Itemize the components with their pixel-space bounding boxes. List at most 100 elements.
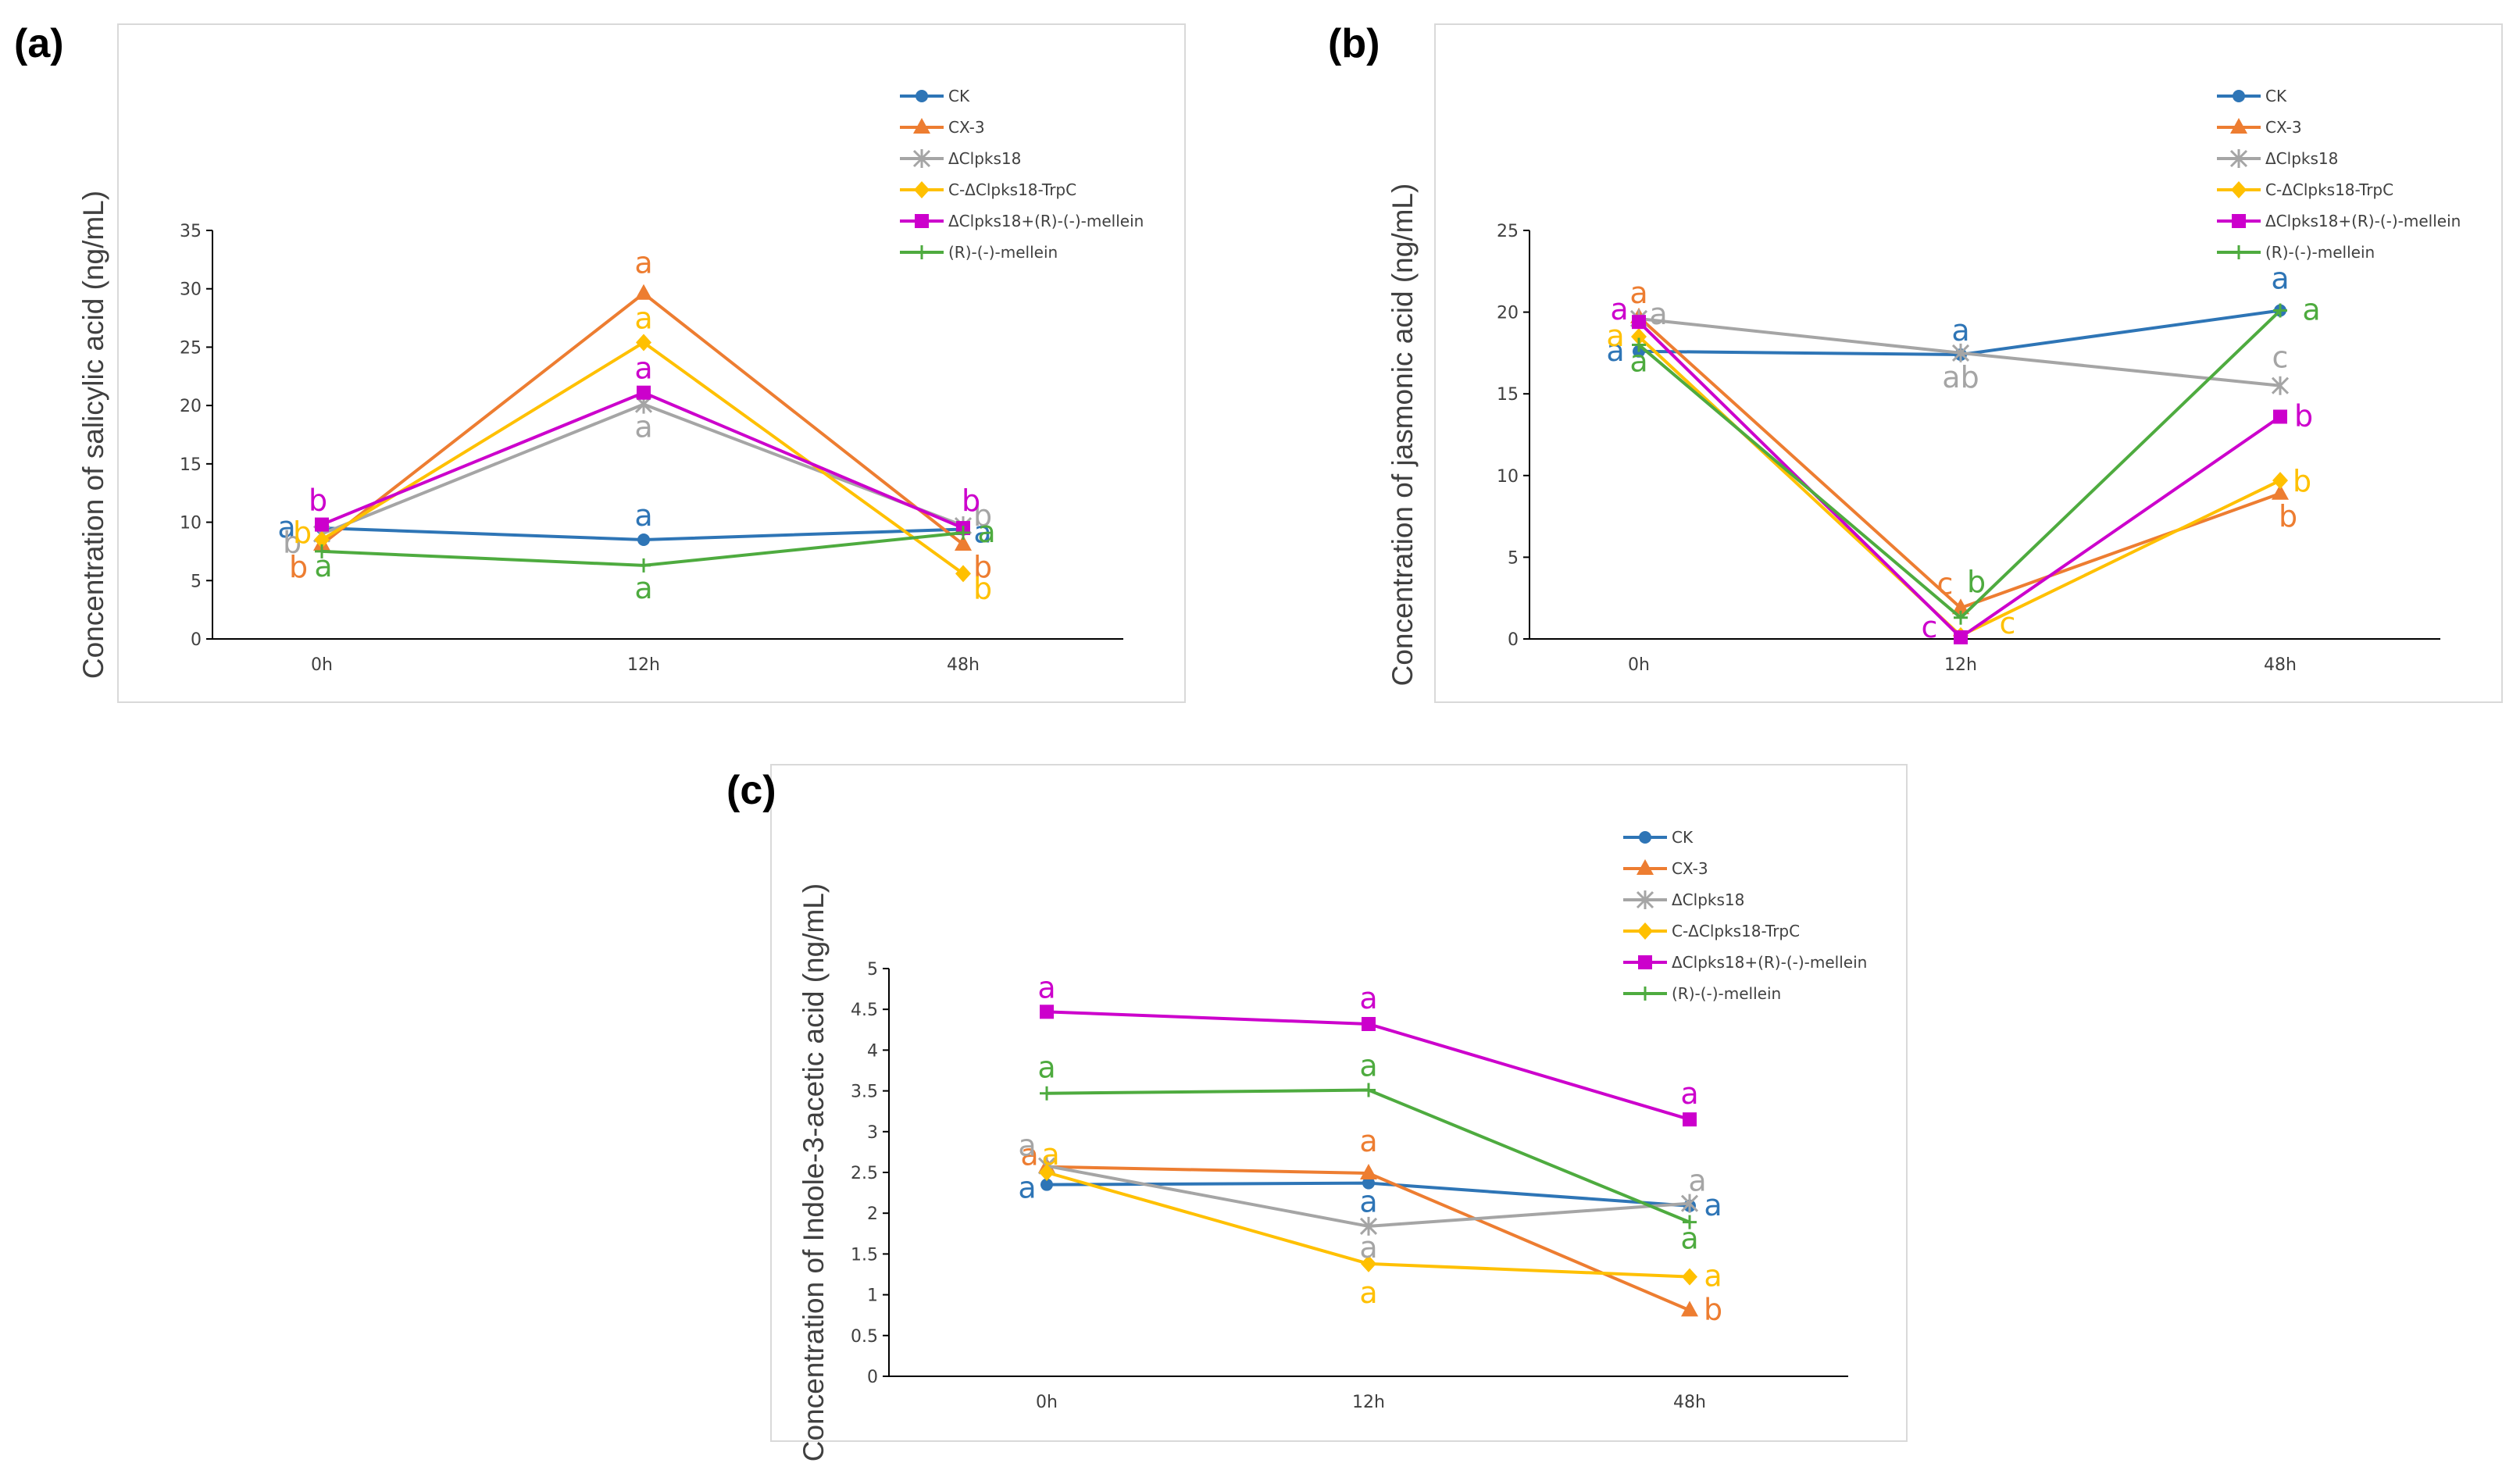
significance-label-b-2-1: ab bbox=[1942, 360, 1979, 394]
significance-label-a-1-0: b bbox=[289, 550, 308, 584]
panel-label-c: (c) bbox=[726, 768, 776, 813]
y-tick-label-a: 5 bbox=[191, 572, 202, 591]
legend-label-a-3: C-ΔClpks18-TrpC bbox=[948, 180, 1076, 199]
legend-label-b-4: ΔClpks18+(R)-(-)-mellein bbox=[2265, 212, 2461, 230]
data-point-c-3-1 bbox=[1361, 1254, 1376, 1272]
significance-label-a-4-1: a bbox=[634, 351, 652, 386]
data-point-b-3-2 bbox=[2272, 472, 2288, 490]
y-tick-label-b: 5 bbox=[1508, 548, 1519, 568]
significance-label-c-1-2: b bbox=[1704, 1292, 1722, 1326]
significance-label-a-0-2: a bbox=[973, 516, 991, 550]
significance-label-b-2-0: a bbox=[1649, 297, 1667, 331]
significance-label-a-2-1: a bbox=[634, 410, 652, 444]
x-tick-label-b: 0h bbox=[1628, 655, 1650, 675]
legend-label-c-5: (R)-(-)-mellein bbox=[1672, 984, 1781, 1003]
data-point-a-0-1 bbox=[637, 533, 650, 546]
y-tick-label-a: 0 bbox=[191, 630, 202, 650]
panel-a-frame bbox=[117, 23, 1186, 703]
legend-label-b-5: (R)-(-)-mellein bbox=[2265, 243, 2375, 262]
legend-marker-b-3 bbox=[2231, 181, 2247, 198]
legend-marker-c-4 bbox=[1638, 955, 1652, 969]
legend-label-b-1: CX-3 bbox=[2265, 118, 2302, 137]
significance-label-c-1-1: a bbox=[1359, 1124, 1377, 1158]
legend-marker-c-3 bbox=[1637, 922, 1653, 940]
data-point-c-4-1 bbox=[1362, 1016, 1376, 1031]
significance-label-b-4-1: c bbox=[1922, 610, 1938, 644]
data-point-b-5-0 bbox=[1632, 337, 1646, 352]
significance-label-a-0-0: a bbox=[277, 510, 295, 544]
significance-label-c-3-0: a bbox=[1041, 1137, 1059, 1172]
legend-label-c-0: CK bbox=[1672, 828, 1694, 847]
x-tick-label-a: 12h bbox=[627, 655, 660, 675]
panel-b-frame bbox=[1434, 23, 2503, 703]
significance-label-a-3-2: b bbox=[973, 571, 992, 605]
y-tick-label-a: 10 bbox=[180, 514, 202, 533]
significance-label-c-4-1: a bbox=[1359, 981, 1377, 1015]
x-tick-label-b: 48h bbox=[2264, 655, 2297, 675]
data-point-b-4-0 bbox=[1632, 315, 1646, 330]
significance-label-a-5-1: a bbox=[634, 571, 652, 605]
data-point-c-5-0 bbox=[1040, 1086, 1054, 1101]
x-tick-label-c: 12h bbox=[1352, 1393, 1385, 1412]
significance-label-b-5-0: a bbox=[1629, 344, 1647, 378]
data-point-a-1-1 bbox=[635, 284, 652, 300]
significance-label-c-3-1: a bbox=[1359, 1276, 1377, 1310]
significance-label-a-1-1: a bbox=[634, 246, 652, 280]
data-point-c-2-1 bbox=[1359, 1216, 1378, 1236]
significance-label-c-4-2: a bbox=[1680, 1076, 1698, 1111]
legend-label-a-2: ΔClpks18 bbox=[948, 149, 1021, 168]
y-tick-label-c: 3.5 bbox=[851, 1083, 878, 1102]
legend-marker-c-2 bbox=[1636, 890, 1654, 909]
data-point-b-5-2 bbox=[2273, 303, 2287, 318]
x-tick-label-a: 48h bbox=[947, 655, 980, 675]
y-axis-label-a: Concentration of salicylic acid (ng/mL) bbox=[77, 191, 109, 679]
legend-label-a-0: CK bbox=[948, 87, 970, 105]
significance-label-c-5-0: a bbox=[1037, 1051, 1055, 1085]
y-tick-label-c: 2.5 bbox=[851, 1164, 878, 1183]
significance-label-c-0-0: a bbox=[1018, 1171, 1036, 1205]
y-axis-label-c: Concentration of Indole-3-acetic acid (n… bbox=[798, 883, 830, 1461]
data-point-c-0-0 bbox=[1040, 1178, 1053, 1191]
data-point-b-4-2 bbox=[2273, 409, 2287, 424]
significance-label-c-2-2: a bbox=[1688, 1164, 1706, 1198]
data-point-a-3-2 bbox=[955, 565, 971, 583]
legend-marker-b-1 bbox=[2230, 118, 2247, 134]
panel-label-b: (b) bbox=[1328, 21, 1380, 66]
significance-label-a-2-2: b bbox=[973, 498, 992, 533]
y-tick-label-b: 15 bbox=[1497, 385, 1519, 405]
data-point-a-1-2 bbox=[955, 534, 972, 551]
significance-label-b-1-2: b bbox=[2279, 499, 2297, 533]
significance-label-c-5-1: a bbox=[1359, 1049, 1377, 1083]
significance-label-a-3-1: a bbox=[634, 301, 652, 335]
significance-label-b-3-0: a bbox=[1606, 319, 1624, 353]
legend-marker-a-5 bbox=[915, 245, 929, 259]
y-tick-label-c: 0 bbox=[867, 1368, 878, 1387]
significance-label-b-3-1: c bbox=[2000, 606, 2016, 641]
data-point-c-4-2 bbox=[1683, 1112, 1697, 1127]
significance-label-b-0-2: a bbox=[2271, 262, 2289, 296]
data-point-a-5-1 bbox=[637, 558, 651, 573]
significance-label-b-5-2: a bbox=[2302, 293, 2320, 327]
y-tick-label-c: 4.5 bbox=[851, 1001, 878, 1020]
y-tick-label-a: 35 bbox=[180, 222, 202, 241]
significance-label-b-2-2: c bbox=[2272, 341, 2289, 375]
significance-label-a-3-0: b bbox=[293, 516, 312, 550]
y-tick-label-b: 25 bbox=[1497, 222, 1519, 241]
y-tick-label-a: 15 bbox=[180, 455, 202, 475]
significance-label-b-4-2: b bbox=[2294, 398, 2313, 433]
data-point-a-5-2 bbox=[956, 526, 970, 541]
data-point-b-3-0 bbox=[1631, 327, 1647, 345]
panel-label-a: (a) bbox=[14, 21, 64, 66]
data-point-c-5-1 bbox=[1362, 1083, 1376, 1097]
y-tick-label-b: 20 bbox=[1497, 304, 1519, 323]
legend-marker-a-0 bbox=[916, 90, 928, 102]
legend-marker-c-0 bbox=[1639, 831, 1651, 844]
significance-label-a-4-2: b bbox=[962, 484, 980, 518]
significance-label-c-0-2: a bbox=[1704, 1188, 1722, 1222]
y-tick-label-c: 1.5 bbox=[851, 1245, 878, 1265]
significance-label-a-0-1: a bbox=[634, 498, 652, 533]
data-point-c-3-0 bbox=[1039, 1164, 1055, 1181]
legend-marker-a-3 bbox=[914, 181, 930, 198]
data-point-a-4-0 bbox=[315, 517, 329, 532]
